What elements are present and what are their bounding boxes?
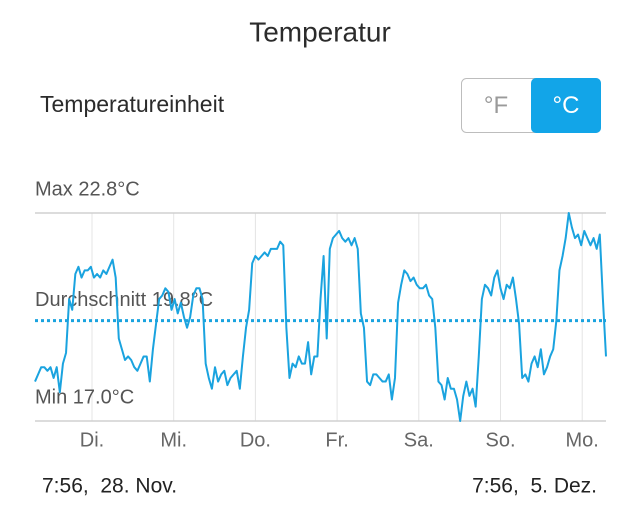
reference-label: Durchschnitt 19.8°C xyxy=(35,289,213,311)
x-tick-label: So. xyxy=(485,429,515,451)
temperature-line xyxy=(34,212,607,422)
x-tick-label: Fr. xyxy=(325,429,348,451)
toggle-option[interactable] xyxy=(531,78,601,133)
toggle-option-label[interactable]: °F xyxy=(484,92,508,119)
x-tick-label: Mi. xyxy=(160,429,187,451)
setting-label: Temperatureinheit xyxy=(40,91,225,117)
x-tick-label: Sa. xyxy=(404,429,434,451)
reference-label: Min 17.0°C xyxy=(35,386,134,408)
chart: Di. Mi. Do. Fr. Sa. So. Mo. Max 22.8°C Durchschn… xyxy=(34,178,607,498)
x-tick-label: Di. xyxy=(80,429,104,451)
toggle-option-label[interactable]: °C xyxy=(553,92,580,119)
x-tick-label: Do. xyxy=(240,429,271,451)
reference-label: Max 22.8°C xyxy=(35,178,140,200)
range-end: 7:56, 5. Dez. xyxy=(472,475,597,498)
range-start: 7:56, 28. Nov. xyxy=(42,475,177,498)
page-title: Temperatur xyxy=(249,16,391,47)
unit-toggle: °F °C xyxy=(461,78,601,133)
x-tick-label: Mo. xyxy=(566,429,599,451)
